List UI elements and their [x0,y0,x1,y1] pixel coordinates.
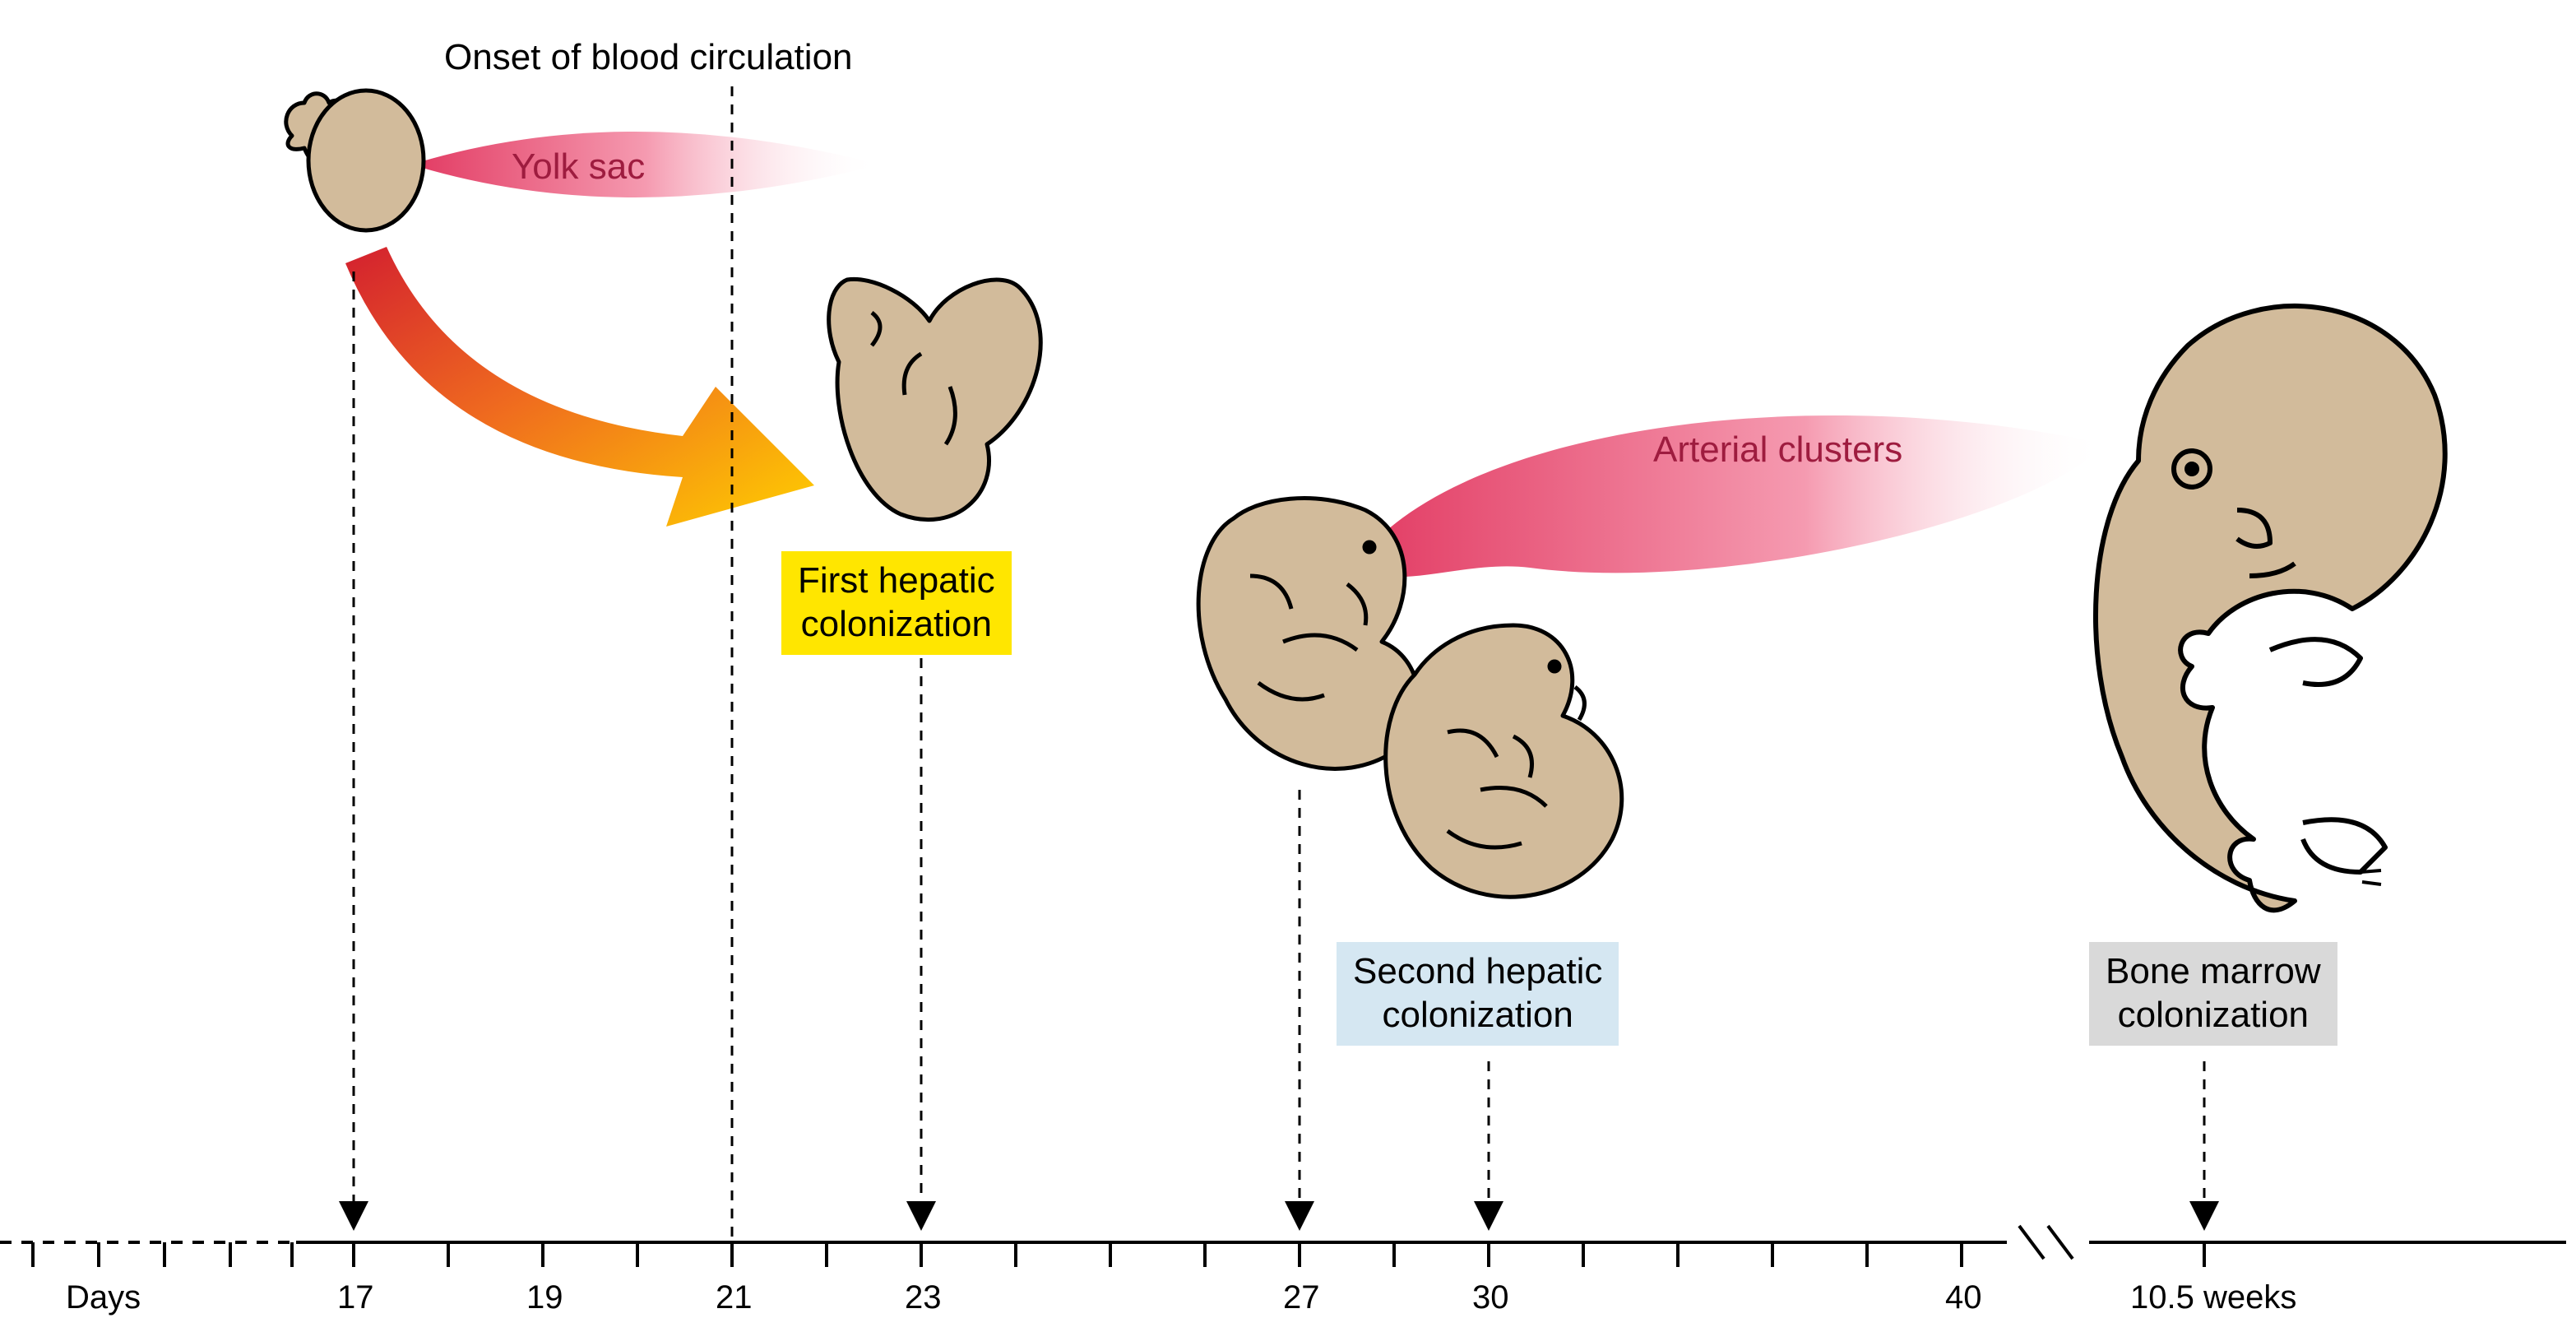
arterial-clusters-label: Arterial clusters [1653,429,1902,471]
second-hepatic-l1: Second hepatic [1353,951,1602,991]
timeline-axis [0,1226,2566,1259]
embryo-day30 [1386,625,1622,897]
yolk-sac-shape [411,132,880,197]
first-hepatic-l2: colonization [801,604,992,644]
embryo-day23 [829,279,1041,519]
bone-marrow-l2: colonization [2118,995,2309,1035]
tick-30: 30 [1472,1279,1509,1316]
timeline-ticks [33,1242,2204,1267]
tick-17: 17 [337,1279,374,1316]
first-hepatic-l1: First hepatic [798,560,995,601]
tick-21: 21 [716,1279,753,1316]
bone-marrow-l1: Bone marrow [2106,951,2321,991]
tick-10-5wk: 10.5 weeks [2130,1279,2296,1316]
tick-27: 27 [1283,1279,1320,1316]
first-hepatic-box: First hepatic colonization [781,551,1012,655]
second-hepatic-box: Second hepatic colonization [1337,942,1619,1046]
bone-marrow-box: Bone marrow colonization [2089,942,2337,1046]
tick-19: 19 [526,1279,563,1316]
diagram-canvas: Onset of blood circulation Yolk sac Arte… [0,0,2576,1318]
yolk-sac-label: Yolk sac [512,146,645,188]
embryo-day16 [286,90,424,230]
onset-label: Onset of blood circulation [444,37,853,78]
embryo-day27 [1198,499,1419,769]
diagram-svg [0,0,2576,1318]
transition-arrow [345,247,814,527]
second-hepatic-l2: colonization [1382,995,1573,1035]
drop-lines [354,271,2204,1216]
axis-days-label: Days [66,1279,141,1316]
tick-40: 40 [1945,1279,1982,1316]
fetus-10wk [2096,306,2445,910]
tick-23: 23 [905,1279,942,1316]
